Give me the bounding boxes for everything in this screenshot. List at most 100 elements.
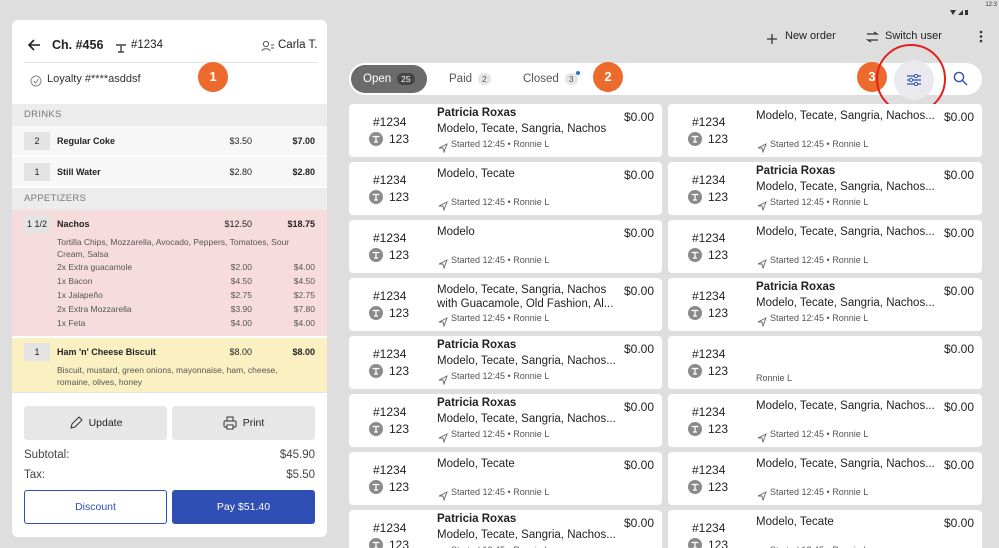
order-items: DRINKS 2 Regular Coke $3.50 $7.00 1 Still Wate… (12, 104, 327, 392)
order-card[interactable]: #1234 123 $0.00 Modelo, Tecate, Sangria, Na… (668, 452, 982, 505)
order-card[interactable]: #1234 123 $0.00 Patricia Roxas Modelo, Tecat… (668, 278, 982, 331)
order-card[interactable]: #1234 123 $0.00 Patricia Roxas Modelo, Tecat… (349, 104, 662, 157)
tab[interactable]: Closed 3 (511, 65, 590, 93)
loyalty-icon (30, 74, 42, 92)
item-name: Regular Coke (57, 135, 116, 146)
modifier-name: 1x Bacon (57, 276, 93, 286)
order-status: Started 12:45 • Ronnie L (770, 197, 869, 207)
send-icon (438, 314, 448, 331)
user-name: Carla T. (278, 39, 318, 51)
item-block[interactable]: 1 1/2 Nachos $12.50 $18.75 Tortilla Chips, M… (12, 210, 327, 336)
order-card[interactable]: #1234 123 $0.00 Modelo, Tecate, Sangria, Na… (349, 278, 662, 331)
item-block[interactable]: 1 Ham 'n' Cheese Biscuit $8.00 $8.00 Biscuit… (12, 338, 327, 392)
table-icon (369, 248, 383, 267)
table-icon (369, 480, 383, 499)
modifier-row: 2x Extra guacamole $2.00 $4.00 (12, 260, 327, 274)
order-price: $0.00 (623, 168, 654, 182)
send-icon (757, 488, 767, 505)
table-icon (688, 132, 702, 151)
item-row[interactable]: 1 Ham 'n' Cheese Biscuit $8.00 $8.00 (12, 343, 327, 361)
item-description: Biscuit, mustard, green onions, mayonnai… (57, 365, 278, 387)
switch-user[interactable]: Switch user (885, 30, 942, 42)
order-card[interactable]: #1234 123 $0.00 Modelo, Tecate, Sangria, Na… (668, 220, 982, 273)
new-order[interactable]: New order (785, 30, 836, 42)
modifier-total: $4.50 (293, 276, 315, 286)
order-card[interactable]: #1234 123 $0.00 Patricia Roxas Modelo, Tecat… (349, 394, 662, 447)
tab[interactable]: Paid 2 (437, 65, 503, 93)
print-button[interactable]: Print (172, 406, 315, 440)
order-number: #1234 (373, 405, 407, 419)
modifier-total: $4.00 (293, 262, 315, 272)
table-icon (688, 364, 702, 383)
table-icon (369, 306, 383, 325)
order-items: Modelo, Tecate (437, 458, 515, 470)
update-button[interactable]: Update (24, 406, 167, 440)
order-table: 123 (708, 132, 729, 146)
table-icon (115, 40, 127, 58)
order-price: $0.00 (943, 168, 974, 182)
item-qty: 1 (24, 343, 50, 361)
tab-count: 2 (478, 73, 491, 85)
table-icon (688, 538, 702, 548)
modifier-total: $4.00 (293, 318, 315, 328)
order-number: #1234 (373, 231, 407, 245)
order-number: #1234 (373, 521, 407, 535)
item-name: Still Water (57, 166, 101, 177)
table-icon (688, 306, 702, 325)
order-card[interactable]: #1234 123 $0.00 Modelo, Tecate, Sangria, Na… (668, 104, 982, 157)
order-card[interactable]: #1234 123 $0.00 Patricia Roxas Modelo, Tecat… (349, 510, 662, 548)
order-card[interactable]: #1234 123 $0.00 Modelo, Tecate, Sangria, Na… (668, 394, 982, 447)
customer-name: Patricia Roxas (437, 339, 517, 351)
discount-button[interactable]: Discount (24, 490, 167, 524)
order-card[interactable]: #1234 123 $0.00 Patricia Roxas Modelo, Tecat… (668, 162, 982, 215)
order-table: 123 (389, 190, 410, 204)
plus-icon (767, 31, 777, 49)
order-table: 123 (389, 422, 410, 436)
order-table: 123 (389, 306, 410, 320)
user-icon (261, 39, 275, 57)
order-price: $0.00 (943, 226, 974, 240)
send-icon (757, 198, 767, 215)
modifier-unit-price: $3.90 (230, 304, 252, 314)
order-items: Modelo, Tecate, Sangria, Nachos... (437, 529, 616, 541)
order-number: #1234 (373, 463, 407, 477)
customer-name: Patricia Roxas (437, 107, 517, 119)
order-card[interactable]: #1234 123 $0.00 Modelo, Tecate Started 12:45… (349, 452, 662, 505)
item-qty: 1 (24, 162, 50, 181)
subtotal-label: Subtotal: (24, 449, 70, 461)
table-icon (369, 190, 383, 209)
order-items: Modelo, Tecate, Sangria, Nachos... (756, 297, 935, 309)
tax-label: Tax: (24, 469, 46, 481)
order-price: $0.00 (943, 516, 974, 530)
order-card[interactable]: #1234 123 $0.00 Ronnie L (668, 336, 982, 389)
order-price: $0.00 (623, 110, 654, 124)
order-status: Started 12:45 • Ronnie L (451, 139, 550, 149)
check-number: Ch. #456 (52, 38, 104, 52)
order-card[interactable]: #1234 123 $0.00 Modelo, Tecate Started 12:45… (668, 510, 982, 548)
item-unit-price: $3.50 (229, 135, 252, 146)
item-description: Tortilla Chips, Mozzarella, Avocado, Pep… (57, 237, 290, 259)
item-row[interactable]: 1 1/2 Nachos $12.50 $18.75 (12, 215, 327, 233)
send-icon (438, 140, 448, 157)
order-card[interactable]: #1234 123 $0.00 Modelo Started 12:45 • Ronni… (349, 220, 662, 273)
order-table: 123 (389, 248, 410, 262)
tab[interactable]: Open 25 (351, 65, 427, 93)
section-header: APPETIZERS (12, 188, 327, 210)
order-items: Modelo, Tecate (756, 516, 834, 528)
modifier-unit-price: $4.00 (230, 318, 252, 328)
order-number: #1234 (692, 115, 726, 129)
item-row[interactable]: 1 Still Water $2.80 $2.80 (12, 157, 327, 186)
tab-label: Paid (449, 73, 473, 85)
order-card[interactable]: #1234 123 $0.00 Modelo, Tecate Started 12:45… (349, 162, 662, 215)
order-items: with Guacamole, Old Fashion, Al... (437, 298, 614, 310)
item-row[interactable]: 2 Regular Coke $3.50 $7.00 (12, 126, 327, 155)
order-items: Modelo, Tecate, Sangria, Nachos (437, 123, 607, 135)
pay-button[interactable]: Pay $51.40 (172, 490, 315, 524)
order-card[interactable]: #1234 123 $0.00 Patricia Roxas Modelo, Tecat… (349, 336, 662, 389)
order-number: #1234 (373, 115, 407, 129)
order-status: Started 12:45 • Ronnie L (770, 313, 869, 323)
order-status: Started 12:45 • Ronnie L (451, 255, 550, 265)
modifier-row: 1x Bacon $4.50 $4.50 (12, 274, 327, 288)
